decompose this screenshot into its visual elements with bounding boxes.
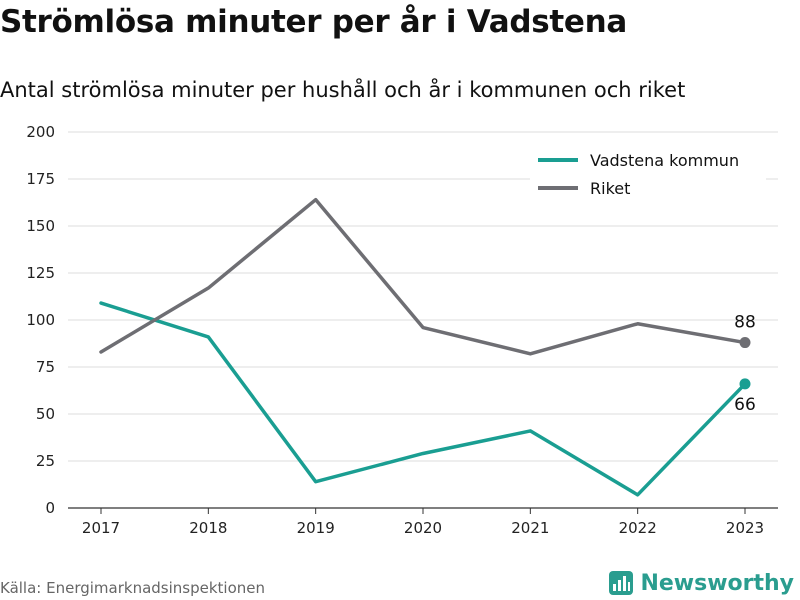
y-tick-label: 75 [36,358,55,376]
y-tick-label: 150 [26,217,55,235]
y-tick-label: 100 [26,311,55,329]
y-tick-label: 200 [26,123,55,141]
y-tick-label: 175 [26,170,55,188]
y-tick-label: 25 [36,452,55,470]
brand-name: Newsworthy [640,570,794,596]
chart-subtitle: Antal strömlösa minuter per hushåll och … [0,78,686,102]
chart-title: Strömlösa minuter per år i Vadstena [0,4,628,40]
end-point-marker [739,378,751,390]
x-tick-label: 2018 [189,519,227,537]
x-tick-label: 2017 [82,519,120,537]
y-tick-label: 125 [26,264,55,282]
series-line-riket [99,197,747,356]
x-axis-ticks: 2017 2018 2019 2020 2021 2022 2023 [82,508,764,537]
x-tick-label: 2023 [726,519,764,537]
brand-logo[interactable]: Newsworthy [608,570,794,596]
x-tick-label: 2022 [619,519,657,537]
x-tick-label: 2020 [404,519,442,537]
y-axis-ticks: 0 25 50 75 100 125 150 175 200 [26,123,55,517]
series-line-vadstena [99,301,747,497]
legend: Vadstena kommun Riket [530,145,766,205]
end-point-marker [739,337,751,349]
y-tick-label: 50 [36,405,55,423]
newsworthy-logo-icon [609,571,634,595]
x-tick-label: 2021 [511,519,549,537]
y-tick-label: 0 [45,499,55,517]
end-value-label: 88 [734,313,756,333]
x-tick-label: 2019 [297,519,335,537]
legend-label: Riket [590,179,630,198]
source-note: Källa: Energimarknadsinspektionen [0,579,266,597]
legend-label: Vadstena kommun [590,151,739,170]
end-value-label: 66 [734,395,756,415]
series-lines: 66 88 [99,197,756,497]
legend-background [530,145,766,205]
